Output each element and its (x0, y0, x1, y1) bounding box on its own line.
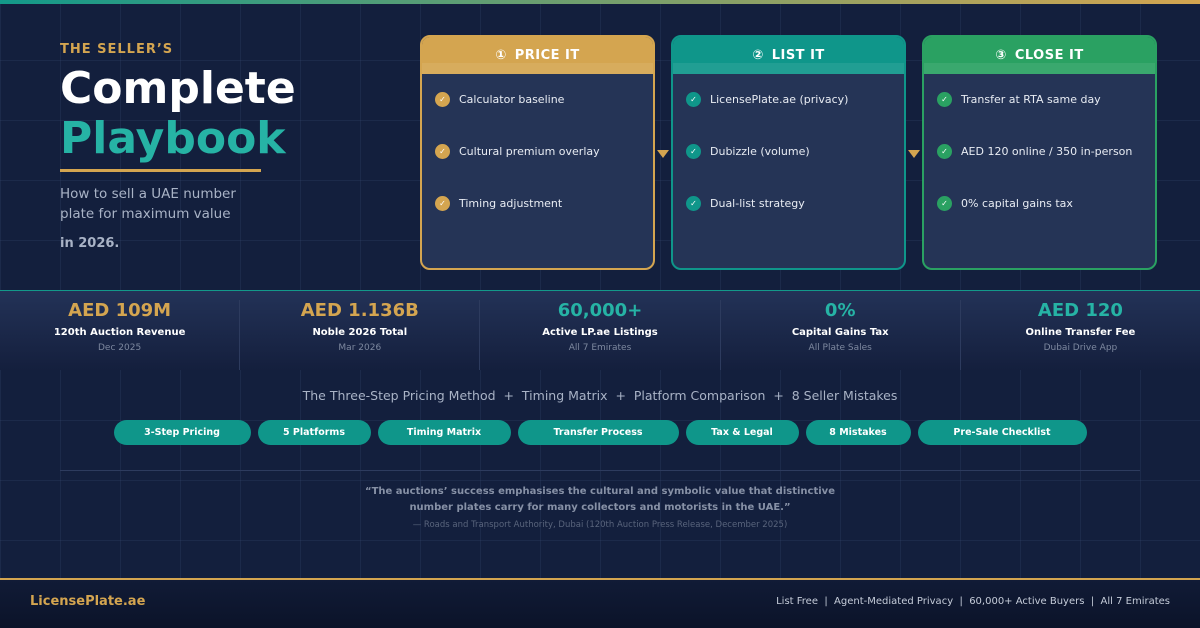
tagline: The Three-Step Pricing Method + Timing M… (302, 388, 898, 403)
step-number: ③ (995, 48, 1007, 63)
step-title: PRICE IT (514, 48, 580, 63)
step-item: ✓ Dubizzle (volume) (686, 144, 810, 159)
title-line-2: Playbook (60, 113, 286, 164)
step-item: ✓ Cultural premium overlay (435, 144, 600, 159)
step-card-2: ② LIST IT ✓ LicensePlate.ae (privacy) ✓ Dubiz… (671, 35, 906, 270)
step-item: ✓ Dual-list strategy (686, 196, 805, 211)
footer: LicensePlate.ae List Free | Agent-Mediat… (0, 578, 1200, 628)
step-header: ② LIST IT (673, 37, 904, 74)
quote-line-1: “The auctions’ success emphasises the cu… (365, 486, 835, 497)
step-item-label: Dubizzle (volume) (710, 145, 810, 158)
stat-sub: All 7 Emirates (568, 343, 632, 353)
stat-sub: All Plate Sales (808, 343, 872, 353)
stat-sub: Dec 2025 (98, 343, 142, 353)
stats-band: AED 109M 120th Auction Revenue Dec 2025 AED… (0, 290, 1200, 370)
title-underline (60, 169, 261, 172)
step-title: LIST IT (771, 48, 825, 63)
step-item-label: Calculator baseline (459, 93, 565, 106)
pill-transfer-process[interactable]: Transfer Process (517, 420, 679, 445)
check-icon: ✓ (686, 92, 701, 107)
check-icon: ✓ (937, 144, 952, 159)
topic-pills: 3-Step Pricing 5 Platforms Timing Matrix Tr… (0, 420, 1200, 445)
step-item-label: Dual-list strategy (710, 197, 805, 210)
pill-tax-legal[interactable]: Tax & Legal (685, 420, 799, 445)
top-accent-bar (0, 0, 1200, 4)
stat-value: AED 109M (68, 300, 172, 321)
check-icon: ✓ (435, 196, 450, 211)
check-icon: ✓ (937, 196, 952, 211)
quote-line-2: number plates carry for many collectors … (409, 502, 791, 513)
check-icon: ✓ (686, 196, 701, 211)
quote-citation: — Roads and Transport Authority, Dubai (… (412, 520, 788, 530)
subtitle: How to sell a UAE number plate for maxim… (60, 186, 236, 222)
step-card-3: ③ CLOSE IT ✓ Transfer at RTA same day ✓ AED 1… (922, 35, 1157, 270)
stat: 60,000+ Active LP.ae Listings All 7 Emirat… (480, 300, 721, 370)
stat-label: Active LP.ae Listings (542, 327, 658, 338)
stat-value: AED 1.136B (300, 300, 419, 321)
stat-label: Online Transfer Fee (1025, 327, 1136, 338)
eyebrow: THE SELLER’S (60, 42, 174, 57)
stat: 0% Capital Gains Tax All Plate Sales (721, 300, 961, 370)
step-item: ✓ AED 120 online / 350 in-person (937, 144, 1132, 159)
stat-value: AED 120 (1037, 300, 1123, 321)
stat-sub: Mar 2026 (338, 343, 382, 353)
step-header: ① PRICE IT (422, 37, 653, 74)
step-card-1: ① PRICE IT ✓ Calculator baseline ✓ Cultural p… (420, 35, 655, 270)
pill-5-platforms[interactable]: 5 Platforms (257, 420, 371, 445)
pill-timing-matrix[interactable]: Timing Matrix (377, 420, 511, 445)
step-item-label: AED 120 online / 350 in-person (961, 145, 1133, 158)
quote: “The auctions’ success emphasises the cu… (0, 484, 1200, 516)
pill-8-mistakes[interactable]: 8 Mistakes (805, 420, 911, 445)
check-icon: ✓ (435, 144, 450, 159)
arrow-right-icon (657, 150, 669, 158)
brand-link[interactable]: LicensePlate.ae (30, 594, 146, 609)
stat: AED 1.136B Noble 2026 Total Mar 2026 (240, 300, 481, 370)
step-item: ✓ Timing adjustment (435, 196, 562, 211)
step-title: CLOSE IT (1014, 48, 1084, 63)
stat-label: Noble 2026 Total (312, 327, 408, 338)
step-header: ③ CLOSE IT (924, 37, 1155, 74)
step-number: ① (495, 48, 507, 63)
arrow-right-icon (908, 150, 920, 158)
step-item: ✓ 0% capital gains tax (937, 196, 1073, 211)
step-item-label: Transfer at RTA same day (961, 93, 1101, 106)
step-number: ② (752, 48, 764, 63)
step-item: ✓ Transfer at RTA same day (937, 92, 1101, 107)
pill-3-step-pricing[interactable]: 3-Step Pricing (113, 420, 251, 445)
stat-value: 60,000+ (557, 300, 643, 321)
stat-label: Capital Gains Tax (791, 327, 889, 338)
check-icon: ✓ (937, 92, 952, 107)
divider (60, 470, 1140, 471)
check-icon: ✓ (435, 92, 450, 107)
step-item-label: Timing adjustment (459, 197, 563, 210)
stat: AED 120 Online Transfer Fee Dubai Drive Ap… (961, 300, 1200, 370)
step-item-label: 0% capital gains tax (961, 197, 1073, 210)
stat: AED 109M 120th Auction Revenue Dec 2025 (0, 300, 241, 370)
stat-sub: Dubai Drive App (1043, 343, 1118, 353)
stat-value: 0% (824, 300, 856, 321)
stat-label: 120th Auction Revenue (53, 327, 186, 338)
check-icon: ✓ (686, 144, 701, 159)
step-item: ✓ LicensePlate.ae (privacy) (686, 92, 848, 107)
title-line-1: Complete (60, 63, 296, 114)
step-item-label: Cultural premium overlay (459, 145, 600, 158)
subtitle-year: in 2026. (60, 236, 120, 251)
step-item-label: LicensePlate.ae (privacy) (710, 93, 849, 106)
step-item: ✓ Calculator baseline (435, 92, 564, 107)
footer-features: List Free | Agent-Mediated Privacy | 60,… (776, 596, 1170, 607)
pill-pre-sale-checklist[interactable]: Pre-Sale Checklist (917, 420, 1087, 445)
